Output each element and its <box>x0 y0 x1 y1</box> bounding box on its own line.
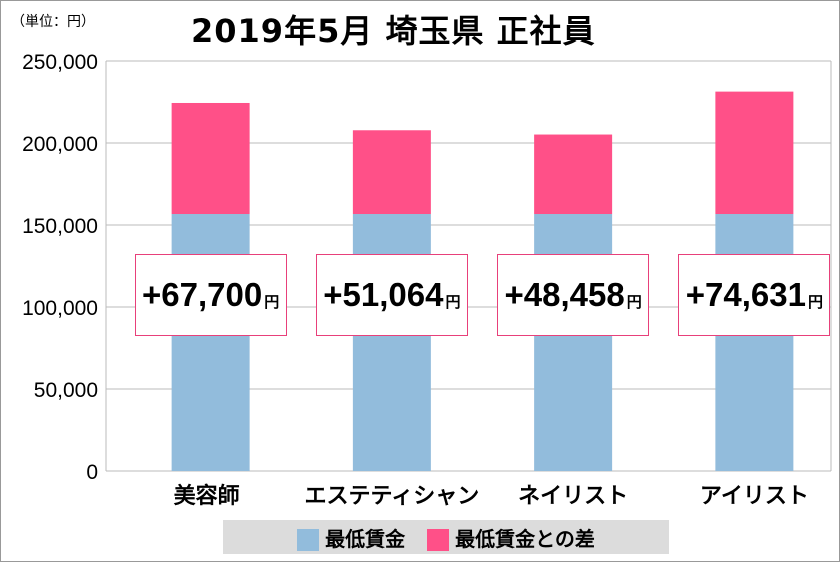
data-label-unit: 円 <box>807 293 823 311</box>
bar-segment <box>534 134 613 215</box>
data-label: +51,064 円 <box>315 254 468 336</box>
legend-label: 最低賃金との差 <box>455 526 595 551</box>
unit-note: （単位：円） <box>11 14 95 30</box>
data-label-value: +48,458 <box>504 276 625 313</box>
data-label: +67,700 円 <box>134 254 287 336</box>
bar-segment <box>534 214 613 471</box>
data-label: +48,458 円 <box>497 254 650 336</box>
y-tick-label: 150,000 <box>22 215 98 238</box>
y-tick-label: 50,000 <box>34 379 98 402</box>
y-tick-label: 0 <box>86 461 98 484</box>
data-label-value: +67,700 <box>142 276 263 313</box>
category-label: 美容師 <box>174 483 240 509</box>
y-tick-label: 100,000 <box>22 297 98 320</box>
y-tick-label: 200,000 <box>22 133 98 156</box>
legend: 最低賃金 最低賃金との差 <box>223 520 669 554</box>
legend-item-diff: 最低賃金との差 <box>427 523 595 552</box>
bar-segment <box>352 130 431 215</box>
data-label-value: +51,064 <box>323 276 444 313</box>
category-label: ネイリスト <box>518 484 628 509</box>
data-label-unit: 円 <box>445 293 461 311</box>
bar-segment <box>715 214 794 471</box>
legend-swatch <box>427 529 450 551</box>
data-label-value: +74,631 <box>685 276 806 313</box>
category-label: アイリスト <box>700 484 809 509</box>
data-label: +74,631 円 <box>678 254 831 336</box>
legend-swatch <box>297 529 320 551</box>
bar-segment <box>171 102 250 215</box>
chart-title: 2019年5月 埼玉県 正社員 <box>191 12 596 50</box>
bar-segment <box>715 91 794 215</box>
data-label-unit: 円 <box>626 293 642 311</box>
bar-segment <box>171 214 250 471</box>
y-tick-label: 250,000 <box>22 51 98 74</box>
data-label-unit: 円 <box>264 293 280 311</box>
bar-segment <box>352 214 431 471</box>
legend-item-base: 最低賃金 <box>297 523 405 552</box>
legend-label: 最低賃金 <box>325 526 406 551</box>
category-label: エステティシャン <box>305 484 480 509</box>
